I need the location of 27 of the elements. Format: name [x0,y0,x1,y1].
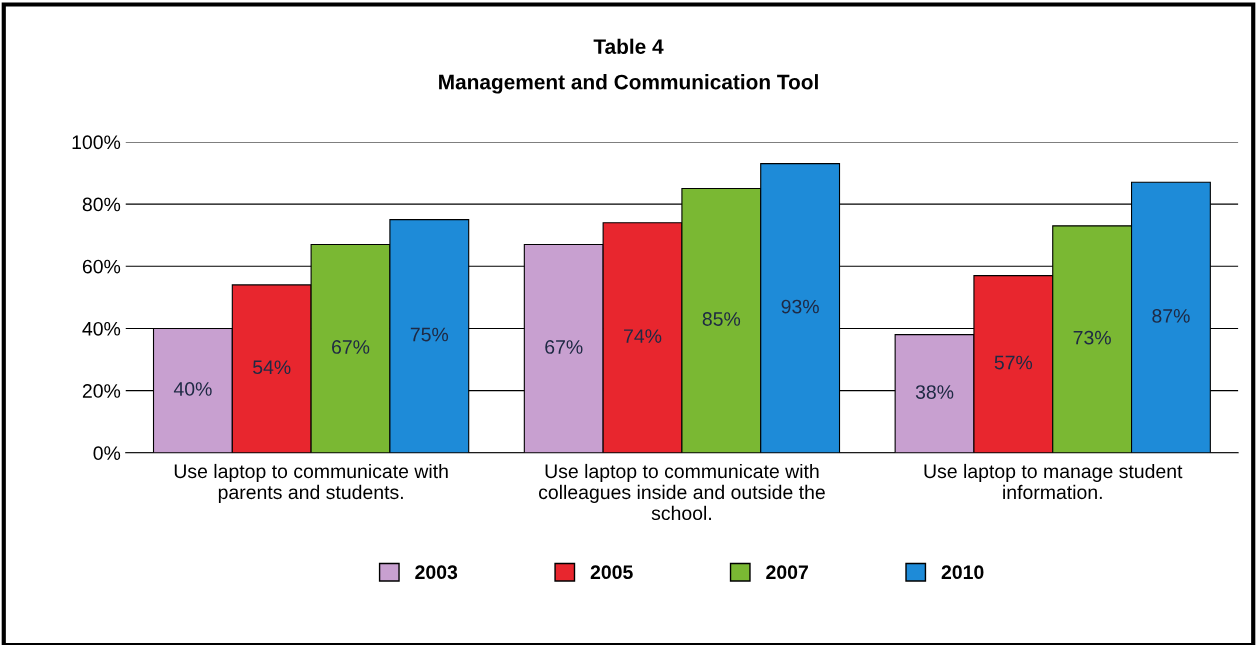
data-label: 73% [1073,330,1111,345]
data-label: 38% [915,385,954,399]
legend-label: 2007 [766,565,808,580]
data-label: 85% [702,312,741,326]
data-label: 57% [994,355,1033,370]
data-label: 67% [545,340,583,354]
y-tick-label: 20% [82,384,121,398]
chart-title: Table 4 [593,38,664,54]
x-tick-label: Use laptop to manage student information. [924,463,1183,500]
data-label: 75% [410,327,449,342]
chart-subtitle: Management and Communication Tool [439,74,818,94]
y-tick-label: 40% [82,321,121,336]
y-tick-label: 100% [72,135,121,150]
legend-label: 2010 [941,565,984,580]
legend-label: 2003 [415,565,458,580]
data-label: 74% [624,329,662,343]
data-label: 40% [173,382,212,396]
data-label: 54% [253,360,291,375]
data-label: 67% [332,340,370,354]
legend-label: 2005 [590,565,633,580]
y-tick-label: 80% [82,197,121,212]
data-label: 93% [781,299,819,314]
y-tick-label: 60% [82,259,121,274]
x-tick-label: Use laptop to communicate with colleagues inside and outside the school. [538,463,825,521]
x-tick-label: Use laptop to communicate with parents and students. [174,463,448,503]
y-tick-label: 0% [93,446,121,461]
data-label: 87% [1152,309,1190,323]
